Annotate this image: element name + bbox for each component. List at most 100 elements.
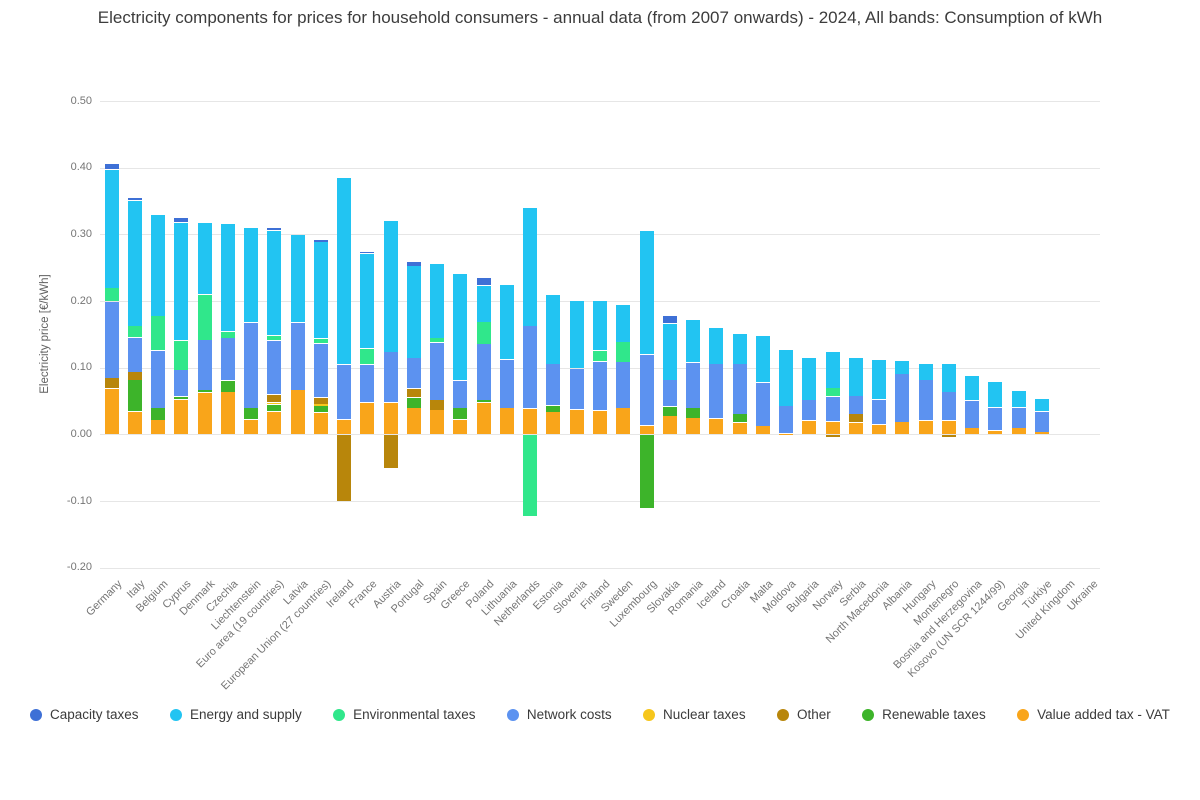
bar-segment-energy[interactable]: [639, 231, 654, 355]
bar-segment-network[interactable]: [360, 365, 375, 403]
bar-segment-network[interactable]: [872, 399, 887, 425]
bar-segment-vat[interactable]: [290, 390, 305, 435]
bar-segment-vat[interactable]: [825, 421, 840, 435]
bar-segment-energy[interactable]: [1011, 391, 1026, 407]
bar-segment-energy[interactable]: [546, 295, 561, 364]
bar-segment-energy[interactable]: [895, 361, 910, 374]
bar-segment-energy[interactable]: [941, 363, 956, 392]
legend-item-other[interactable]: Other: [776, 707, 831, 722]
bar-segment-capacity[interactable]: [406, 262, 421, 266]
bar-segment-renewable[interactable]: [732, 414, 747, 423]
bar-segment-environmental[interactable]: [616, 342, 631, 362]
bar-segment-renewable[interactable]: [267, 405, 282, 411]
bar-segment-energy[interactable]: [383, 221, 398, 352]
bar-segment-environmental[interactable]: [197, 295, 212, 340]
bar-segment-energy[interactable]: [197, 223, 212, 295]
bar-segment-other[interactable]: [430, 400, 445, 410]
bar-segment-energy[interactable]: [220, 224, 235, 331]
bar-segment-energy[interactable]: [267, 231, 282, 335]
bar-segment-network[interactable]: [476, 344, 491, 400]
bar-segment-energy[interactable]: [616, 305, 631, 342]
bar-segment-environmental[interactable]: [174, 341, 189, 370]
bar-segment-network[interactable]: [523, 326, 538, 409]
legend-item-vat[interactable]: Value added tax - VAT: [1017, 707, 1170, 722]
bar-segment-nuclear[interactable]: [267, 403, 282, 405]
bar-segment-network[interactable]: [779, 406, 794, 434]
bar-segment-energy[interactable]: [104, 169, 119, 288]
bar-segment-environmental[interactable]: [825, 388, 840, 397]
bar-segment-vat[interactable]: [895, 422, 910, 435]
bar-segment-energy[interactable]: [313, 242, 328, 339]
bar-segment-energy[interactable]: [523, 207, 538, 326]
bar-segment-vat[interactable]: [383, 403, 398, 435]
bar-segment-network[interactable]: [1011, 407, 1026, 428]
bar-segment-environmental[interactable]: [104, 288, 119, 301]
bar-segment-network[interactable]: [546, 364, 561, 406]
bar-segment-capacity[interactable]: [174, 218, 189, 223]
bar-segment-capacity[interactable]: [104, 164, 119, 169]
bar-segment-other[interactable]: [941, 435, 956, 438]
legend-item-environmental[interactable]: Environmental taxes: [333, 707, 475, 722]
bar-segment-vat[interactable]: [104, 389, 119, 435]
bar-segment-network[interactable]: [337, 365, 352, 419]
bar-segment-renewable[interactable]: [127, 380, 142, 412]
bar-segment-vat[interactable]: [918, 421, 933, 435]
bar-segment-vat[interactable]: [616, 408, 631, 435]
bar-segment-network[interactable]: [569, 369, 584, 409]
bar-segment-network[interactable]: [499, 359, 514, 408]
bar-segment-renewable[interactable]: [453, 408, 468, 420]
bar-segment-energy[interactable]: [453, 273, 468, 381]
bar-segment-capacity[interactable]: [267, 228, 282, 231]
bar-segment-capacity[interactable]: [662, 316, 677, 323]
bar-segment-network[interactable]: [267, 341, 282, 395]
bar-segment-network[interactable]: [313, 343, 328, 398]
bar-segment-energy[interactable]: [802, 357, 817, 400]
bar-segment-vat[interactable]: [360, 403, 375, 435]
bar-segment-vat[interactable]: [1034, 432, 1049, 435]
legend-item-renewable[interactable]: Renewable taxes: [862, 707, 986, 722]
bar-segment-renewable[interactable]: [546, 405, 561, 412]
bar-segment-energy[interactable]: [779, 350, 794, 406]
bar-segment-vat[interactable]: [686, 418, 701, 435]
bar-segment-renewable[interactable]: [313, 406, 328, 413]
bar-segment-vat[interactable]: [244, 419, 259, 435]
bar-segment-vat[interactable]: [406, 408, 421, 435]
bar-segment-vat[interactable]: [779, 433, 794, 435]
bar-segment-network[interactable]: [848, 396, 863, 414]
bar-segment-vat[interactable]: [965, 428, 980, 435]
bar-segment-vat[interactable]: [709, 419, 724, 435]
bar-segment-network[interactable]: [174, 370, 189, 397]
bar-segment-vat[interactable]: [151, 420, 166, 435]
bar-segment-network[interactable]: [151, 351, 166, 408]
bar-segment-energy[interactable]: [662, 323, 677, 380]
bar-segment-environmental[interactable]: [360, 349, 375, 365]
bar-segment-vat[interactable]: [267, 411, 282, 435]
bar-segment-network[interactable]: [290, 323, 305, 390]
bar-segment-network[interactable]: [1034, 411, 1049, 432]
bar-segment-renewable[interactable]: [220, 381, 235, 392]
bar-segment-environmental[interactable]: [313, 339, 328, 343]
bar-segment-energy[interactable]: [569, 301, 584, 369]
bar-segment-capacity[interactable]: [127, 197, 142, 201]
bar-segment-network[interactable]: [732, 364, 747, 414]
bar-segment-network[interactable]: [616, 362, 631, 408]
bar-segment-vat[interactable]: [848, 423, 863, 435]
bar-segment-network[interactable]: [197, 340, 212, 390]
bar-segment-network[interactable]: [941, 392, 956, 421]
bar-segment-vat[interactable]: [174, 399, 189, 435]
bar-segment-energy[interactable]: [732, 334, 747, 364]
bar-segment-environmental[interactable]: [430, 338, 445, 343]
bar-segment-vat[interactable]: [802, 421, 817, 435]
bar-segment-other[interactable]: [104, 378, 119, 389]
bar-segment-vat[interactable]: [1011, 428, 1026, 435]
bar-segment-energy[interactable]: [151, 215, 166, 316]
bar-segment-vat[interactable]: [872, 425, 887, 435]
bar-segment-energy[interactable]: [965, 375, 980, 401]
bar-segment-other[interactable]: [848, 414, 863, 423]
bar-segment-vat[interactable]: [337, 419, 352, 435]
bar-segment-energy[interactable]: [593, 301, 607, 351]
bar-segment-environmental[interactable]: [220, 331, 235, 338]
bar-segment-environmental[interactable]: [593, 351, 607, 361]
bar-segment-network[interactable]: [244, 323, 259, 408]
bar-segment-network[interactable]: [430, 343, 445, 400]
